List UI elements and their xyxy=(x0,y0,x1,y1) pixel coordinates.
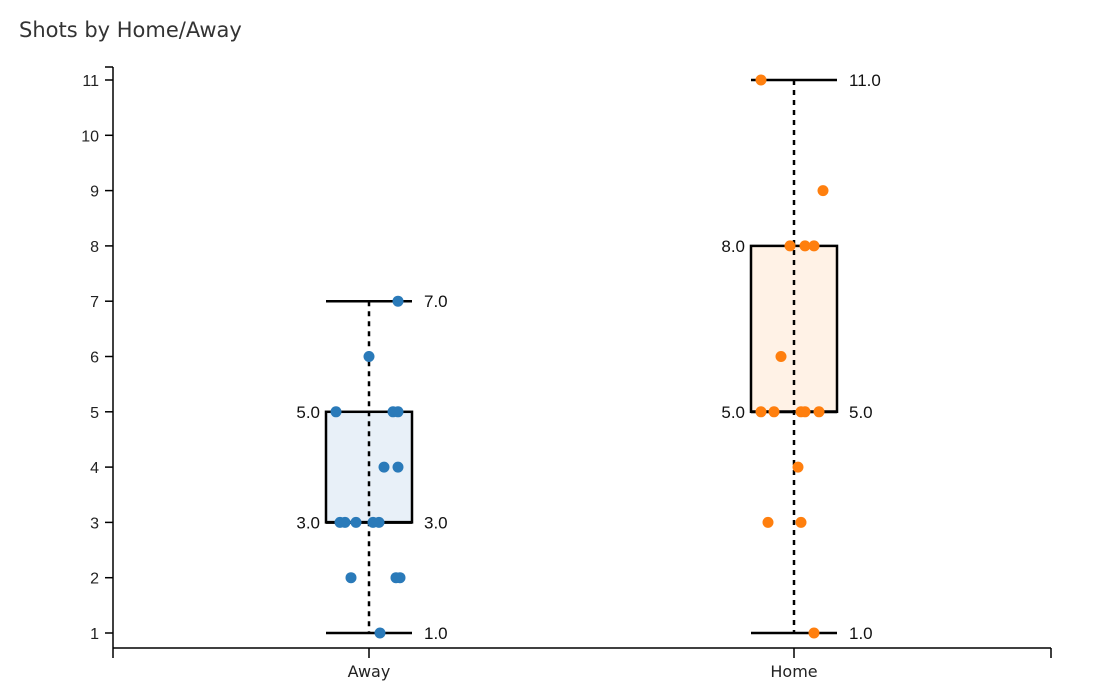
data-point xyxy=(768,406,780,418)
y-tick-label: 2 xyxy=(90,571,99,588)
y-tick-label: 1 xyxy=(90,626,99,643)
min-label: 1.0 xyxy=(849,624,873,643)
data-point xyxy=(762,516,774,528)
x-tick-label: Away xyxy=(348,662,391,681)
max-label: 11.0 xyxy=(849,71,881,90)
data-point xyxy=(378,461,390,473)
data-point xyxy=(795,516,807,528)
data-point xyxy=(330,406,342,418)
y-tick-label: 8 xyxy=(90,239,99,256)
y-tick-label: 9 xyxy=(90,184,99,201)
y-tick-label: 4 xyxy=(90,460,99,477)
box-group-home: 11.0 1.0 8.0 5.0 5.0 xyxy=(721,71,880,643)
data-point xyxy=(363,351,375,362)
data-point xyxy=(392,406,404,418)
y-tick-label: 11 xyxy=(82,73,99,90)
data-point xyxy=(373,516,385,528)
data-point xyxy=(808,240,820,252)
data-point xyxy=(345,572,357,584)
y-tick-label: 6 xyxy=(90,350,99,367)
data-point xyxy=(775,351,787,362)
data-point xyxy=(350,516,362,528)
q3-label: 5.0 xyxy=(296,403,320,422)
data-point xyxy=(339,516,351,528)
data-point xyxy=(799,406,811,418)
data-point xyxy=(392,461,404,473)
median-label: 3.0 xyxy=(424,513,448,532)
chart-title: Shots by Home/Away xyxy=(19,18,242,42)
data-point xyxy=(755,406,767,418)
median-label: 5.0 xyxy=(849,403,873,422)
box-group-away: 7.0 1.0 5.0 3.0 3.0 xyxy=(296,292,447,643)
y-tick-label: 5 xyxy=(90,405,99,422)
q1-label: 3.0 xyxy=(296,513,320,532)
data-point xyxy=(374,627,386,639)
data-point xyxy=(817,185,829,197)
data-point xyxy=(394,572,406,584)
axes: 1 2 3 4 5 6 7 8 9 10 11 Away Home xyxy=(81,66,1052,681)
y-tick-label: 7 xyxy=(90,294,99,311)
data-point xyxy=(755,74,767,86)
q3-label: 8.0 xyxy=(721,237,745,256)
y-tick-label: 3 xyxy=(90,515,99,532)
min-label: 1.0 xyxy=(424,624,448,643)
x-tick-label: Home xyxy=(770,662,817,681)
data-point xyxy=(808,627,820,639)
boxes: 7.0 1.0 5.0 3.0 3.0 11.0 1.0 8.0 5.0 5.0 xyxy=(296,71,880,643)
data-point xyxy=(799,240,811,252)
q1-label: 5.0 xyxy=(721,403,745,422)
data-point xyxy=(813,406,825,418)
data-point xyxy=(392,295,404,307)
y-tick-label: 10 xyxy=(81,128,99,145)
data-point xyxy=(784,240,796,252)
max-label: 7.0 xyxy=(424,292,448,311)
data-point xyxy=(792,461,804,473)
